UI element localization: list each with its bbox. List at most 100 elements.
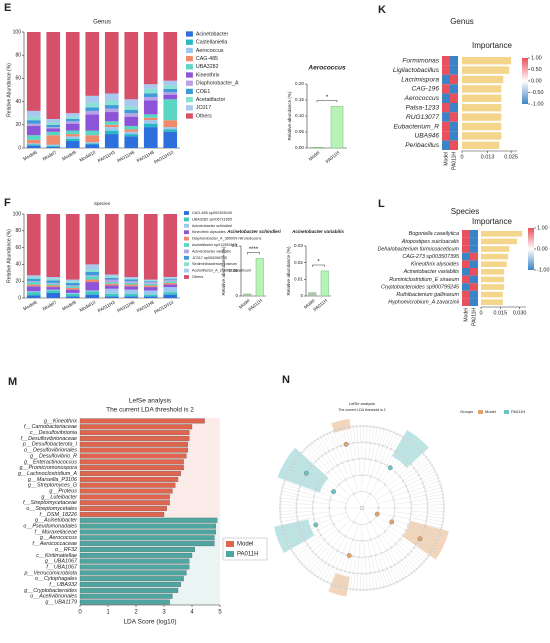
clade-node xyxy=(280,493,283,496)
importance-bar xyxy=(462,122,502,131)
clade-node xyxy=(355,588,358,591)
clade-branch xyxy=(336,553,344,569)
clade-node xyxy=(331,448,334,451)
row-label: o__RF32 xyxy=(55,547,77,553)
clade-branch xyxy=(394,458,406,472)
clade-branch xyxy=(353,442,356,460)
clade-node xyxy=(314,553,317,556)
clade-node xyxy=(425,519,428,522)
clade-branch xyxy=(366,476,371,493)
clade-node xyxy=(394,471,397,474)
bar-segment xyxy=(104,112,119,122)
bar-segment xyxy=(46,145,61,147)
lda-bar xyxy=(79,576,184,582)
bar-segment xyxy=(85,102,100,108)
row-label: o__Streptomycetales xyxy=(26,506,77,512)
bar-segment xyxy=(85,282,100,291)
bar-segment xyxy=(65,214,80,280)
lda-bar xyxy=(79,488,173,494)
bar-segment xyxy=(65,282,80,286)
legend-label: Acetatifactor_A_210862 aerobicum xyxy=(192,269,251,273)
clade-node xyxy=(362,588,365,591)
clade-branch xyxy=(320,436,330,452)
clade-branch xyxy=(332,449,341,464)
legend-swatch xyxy=(184,275,189,279)
bar-segment xyxy=(65,138,80,142)
bar-segment xyxy=(85,144,100,148)
row-label: Cryptobacteroides sp900799245 xyxy=(381,284,460,290)
clade-branch xyxy=(371,556,375,573)
bar-segment xyxy=(46,278,61,281)
clade-node-highlight xyxy=(343,441,349,447)
legend-label: PA011H xyxy=(511,409,525,414)
clade-branch xyxy=(287,534,303,542)
bar-segment xyxy=(26,284,41,287)
importance-title: Importance xyxy=(472,217,513,226)
bar xyxy=(255,258,264,297)
clade-branch xyxy=(332,468,343,482)
y-tick-label: 0 xyxy=(18,145,21,151)
clade-branch xyxy=(399,440,409,455)
clade-node xyxy=(442,503,445,506)
clade-node xyxy=(373,571,376,574)
bar-segment xyxy=(124,277,139,279)
lda-bar xyxy=(79,541,215,547)
heat-cell xyxy=(470,260,478,268)
chart-title: LefSe analysis xyxy=(349,401,375,406)
clade-branch xyxy=(377,554,384,571)
clade-branch xyxy=(280,504,297,506)
clade-node xyxy=(289,546,292,549)
bar-segment xyxy=(26,32,41,111)
colorbar-label: 0.50 xyxy=(531,67,542,73)
legend-swatch xyxy=(504,410,509,414)
bar-segment xyxy=(163,277,178,279)
clade-node xyxy=(287,470,290,473)
lda-bar xyxy=(79,459,184,465)
x-tick-label: PA011H8 xyxy=(136,299,155,313)
clade-node xyxy=(440,486,443,489)
lda-bar xyxy=(79,424,193,430)
clade-node xyxy=(352,538,355,541)
clade-branch xyxy=(426,490,443,495)
clade-node xyxy=(390,546,393,549)
y-axis-label: Relative abundance (%) xyxy=(221,246,226,295)
clade-branch xyxy=(422,477,439,484)
clade-branch xyxy=(299,486,316,493)
clade-node xyxy=(304,539,307,542)
clade-branch xyxy=(409,520,426,526)
clade-node xyxy=(402,534,405,537)
row-label: g__Aerococcus xyxy=(40,535,77,541)
legend-swatch xyxy=(184,243,189,247)
heat-cell xyxy=(470,268,478,276)
clade-highlight xyxy=(402,520,449,560)
clade-node xyxy=(298,453,301,456)
bar-segment xyxy=(26,214,41,276)
legend-label: Others xyxy=(196,113,212,119)
clade-node xyxy=(338,428,341,431)
heat-cell xyxy=(450,140,458,150)
clade-node xyxy=(437,537,440,540)
bar-segment xyxy=(143,114,158,118)
clade-branch xyxy=(297,456,311,468)
legend-swatch xyxy=(184,249,189,254)
clade-branch xyxy=(367,540,371,557)
row-label: o__Desulfovibrionales xyxy=(24,448,77,454)
clade-branch xyxy=(312,442,323,456)
clade-node-highlight xyxy=(331,489,336,494)
column-label: PA011H xyxy=(471,308,477,326)
clade-node xyxy=(339,569,342,572)
bar-segment xyxy=(26,295,41,298)
bar-segment xyxy=(85,294,100,298)
bar-segment xyxy=(163,281,178,283)
clade-node xyxy=(361,441,364,444)
legend-swatch xyxy=(186,72,193,78)
row-label: f__Moraxellaceae xyxy=(34,529,77,535)
importance-bar xyxy=(481,253,508,260)
clade-node xyxy=(321,559,324,562)
clade-node xyxy=(279,513,282,516)
heat-cell xyxy=(462,260,470,268)
bar-segment xyxy=(46,122,61,125)
clade-branch xyxy=(307,556,319,570)
bar-segment xyxy=(65,130,80,135)
clade-branch xyxy=(344,555,350,572)
